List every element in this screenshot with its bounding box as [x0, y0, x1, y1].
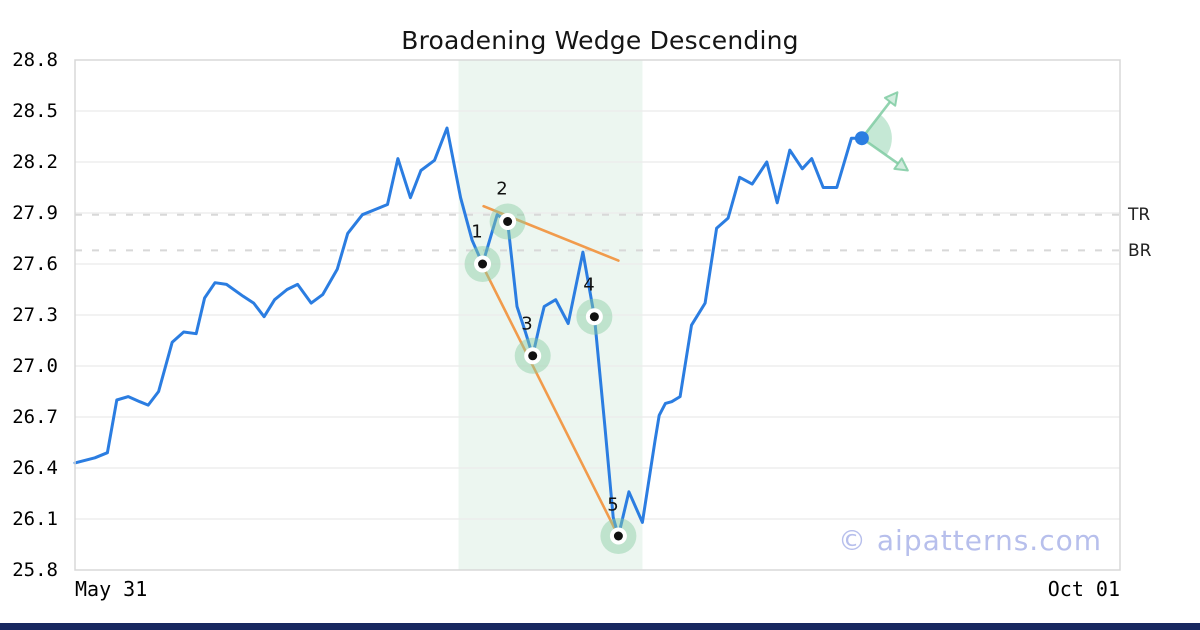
- pattern-point-label-3: 3: [521, 313, 533, 335]
- pattern-point-label-4: 4: [583, 274, 595, 296]
- y-tick: 25.8: [12, 559, 58, 581]
- trendline-bottom: [481, 264, 620, 538]
- y-tick: 28.8: [12, 49, 58, 71]
- chart-title: Broadening Wedge Descending: [401, 26, 799, 55]
- watermark: © aipatterns.com: [837, 524, 1102, 557]
- pattern-point-dot[interactable]: [528, 351, 538, 361]
- breakout-arrowhead-down-icon: [893, 157, 909, 172]
- y-tick: 28.2: [12, 151, 58, 173]
- x-tick-start: May 31: [75, 577, 148, 601]
- breakout-angle-wedge: [861, 114, 892, 156]
- breakout-arrowhead-up-icon: [883, 91, 899, 107]
- level-label-tr: TR: [1128, 205, 1151, 225]
- y-tick: 28.5: [12, 100, 58, 122]
- pattern-point-dot[interactable]: [503, 217, 513, 226]
- plot-border: [74, 59, 1121, 571]
- pattern-point-dot[interactable]: [589, 312, 599, 322]
- pattern-point-label-2: 2: [496, 178, 508, 200]
- y-tick: 26.4: [12, 457, 58, 479]
- breakout-arrow-up: [860, 100, 892, 139]
- pattern-point-dot[interactable]: [613, 531, 623, 541]
- bottom-accent-bar: [0, 623, 1200, 630]
- y-tick: 26.1: [12, 508, 58, 530]
- pattern-point-label-1: 1: [471, 221, 483, 243]
- y-tick: 27.0: [12, 355, 58, 377]
- y-tick: 27.9: [12, 202, 58, 224]
- breakout-arrow-down: [861, 137, 899, 165]
- y-tick: 26.7: [12, 406, 58, 428]
- pattern-point-dot[interactable]: [478, 259, 488, 269]
- y-tick: 27.3: [12, 304, 58, 326]
- breakout-dot[interactable]: [854, 131, 869, 146]
- pattern-point-label-5: 5: [607, 494, 619, 516]
- y-tick: 27.6: [12, 253, 58, 275]
- x-tick-end: Oct 01: [1047, 577, 1120, 601]
- level-label-br: BR: [1128, 241, 1152, 261]
